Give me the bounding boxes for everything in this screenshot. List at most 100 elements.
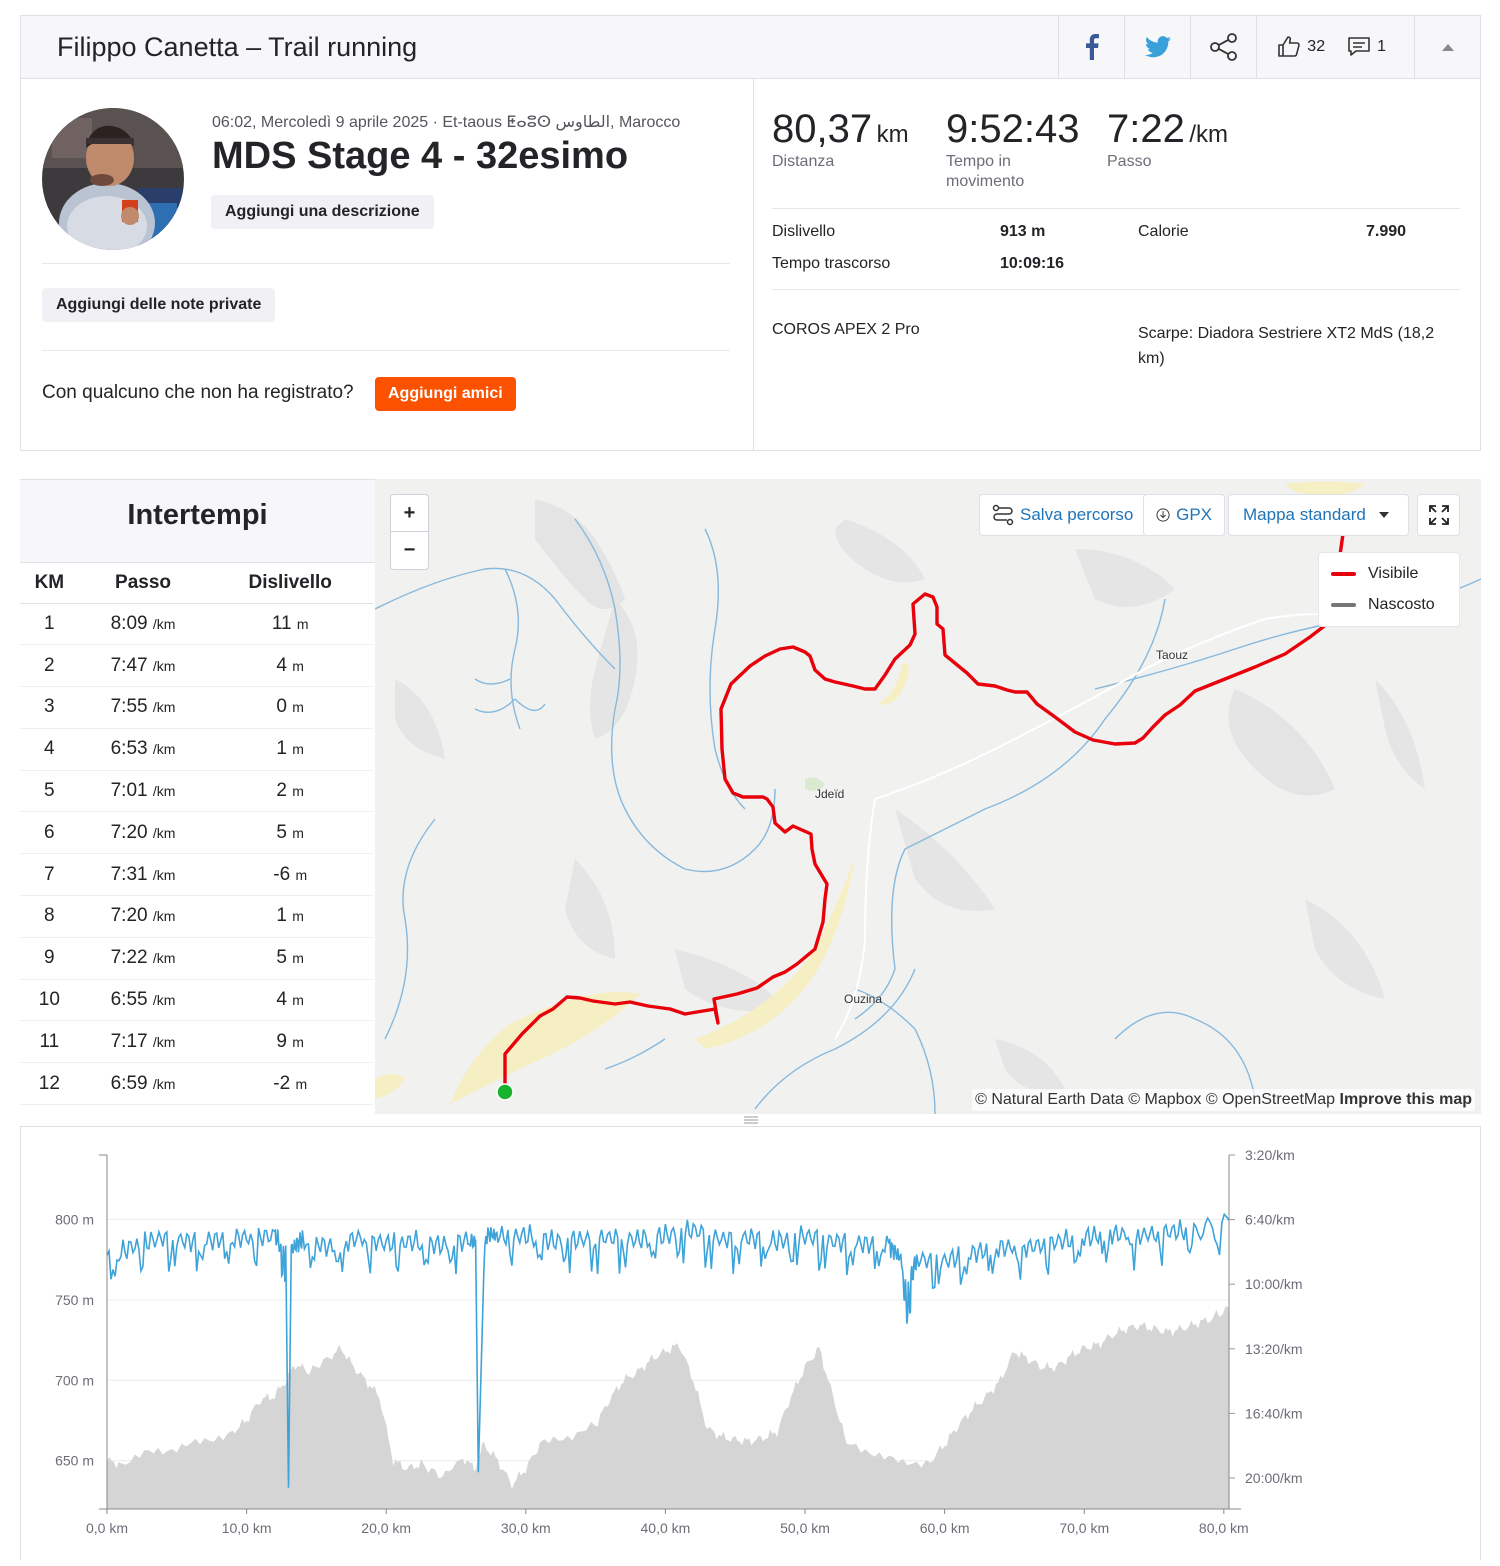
- device-name: COROS APEX 2 Pro: [772, 321, 920, 338]
- twitter-share-button[interactable]: [1124, 16, 1190, 78]
- add-friends-button[interactable]: Aggiungi amici: [375, 377, 516, 411]
- avatar[interactable]: [42, 108, 184, 250]
- table-row[interactable]: 1 8:09 /km 11 m: [20, 603, 373, 646]
- split-pace-value: 7:17: [110, 1030, 148, 1052]
- table-row[interactable]: 9 7:22 /km 5 m: [20, 937, 373, 980]
- table-row[interactable]: 6 7:20 /km 5 m: [20, 811, 373, 855]
- table-row[interactable]: 4 6:53 /km 1 m: [20, 728, 373, 771]
- map-canvas[interactable]: [375, 479, 1481, 1114]
- elevation-pace-chart[interactable]: 800 m 750 m 700 m 650 m 3:20/km 6:40/km 10:00/…: [20, 1126, 1481, 1560]
- legend-visible[interactable]: Visibile: [1331, 565, 1418, 583]
- moving-time-label: Tempo in movimento: [946, 153, 1025, 190]
- splits-table: KM Passo Dislivello 1 8:09 /km 11 m 2 7:47 /…: [20, 563, 373, 1106]
- split-pace-unit: /km: [152, 824, 176, 841]
- split-elevation: 5 m: [207, 811, 373, 855]
- collapse-button[interactable]: [1414, 16, 1480, 78]
- split-pace: 6:53 /km: [78, 728, 208, 771]
- divider: [42, 263, 730, 264]
- save-route-button[interactable]: Salva percorso: [979, 494, 1147, 536]
- split-km: 7: [20, 853, 79, 897]
- friends-question: Con qualcuno che non ha registrato?: [42, 382, 354, 403]
- divider: [772, 289, 1460, 290]
- split-km: 12: [20, 1062, 79, 1106]
- terrain-shading: [395, 499, 1425, 1092]
- activity-header: Filippo Canetta – Trail running 32 1: [20, 15, 1481, 79]
- split-pace-value: 7:20: [110, 821, 148, 843]
- activity-details: 06:02, Mercoledì 9 aprile 2025 · Et-taou…: [21, 79, 753, 450]
- zoom-out-button[interactable]: −: [403, 539, 416, 561]
- y-right-tick-label: 3:20/km: [1245, 1147, 1295, 1163]
- kudos-count: 32: [1307, 38, 1326, 55]
- split-elev-value: 0: [276, 696, 287, 718]
- split-elevation: 4 m: [207, 979, 373, 1022]
- legend-hidden[interactable]: Nascosto: [1331, 596, 1435, 614]
- profile-chart-svg[interactable]: 800 m 750 m 700 m 650 m 3:20/km 6:40/km 10:00/…: [21, 1127, 1480, 1561]
- y-right-tick-label: 16:40/km: [1245, 1405, 1303, 1421]
- comment-icon: [1348, 37, 1370, 56]
- improve-map-link[interactable]: Improve this map: [1339, 1091, 1472, 1108]
- split-elev-unit: m: [292, 1033, 304, 1050]
- fullscreen-button[interactable]: [1417, 494, 1460, 536]
- facebook-share-button[interactable]: [1058, 16, 1124, 78]
- stat-pace: 7:22 /km Passo: [1107, 107, 1228, 172]
- comments-count: 1: [1377, 38, 1386, 55]
- split-elevation: -6 m: [207, 853, 373, 897]
- route-line: [503, 532, 1345, 1092]
- split-km: 6: [20, 811, 79, 855]
- zoom-in-button[interactable]: +: [391, 495, 428, 532]
- pace-line: [106, 1212, 1230, 1488]
- start-marker: [496, 1083, 514, 1101]
- activity-title[interactable]: MDS Stage 4 - 32esimo: [212, 135, 629, 177]
- place-label: Taouz: [1156, 648, 1189, 662]
- splits-panel: Intertempi KM Passo Dislivello 1 8:09 /km…: [20, 479, 375, 1114]
- calories-value: 7.990: [1366, 223, 1407, 240]
- split-km: 11: [20, 1020, 79, 1064]
- fullscreen-icon: [1428, 505, 1449, 525]
- resize-handle[interactable]: [744, 1116, 758, 1124]
- split-elev-unit: m: [292, 950, 304, 967]
- route-map[interactable]: Taouz Jdeïd Ouzina + − Salva percorso GP…: [375, 479, 1481, 1114]
- activity-summary: 06:02, Mercoledì 9 aprile 2025 · Et-taou…: [20, 78, 1481, 451]
- legend-swatch: [1331, 572, 1356, 576]
- split-elev-value: 5: [276, 821, 287, 843]
- split-pace: 7:20 /km: [78, 895, 208, 938]
- split-km: 4: [20, 728, 79, 771]
- table-row[interactable]: 10 6:55 /km 4 m: [20, 979, 373, 1022]
- share-button[interactable]: [1190, 16, 1256, 78]
- comments-button[interactable]: 1: [1347, 36, 1386, 58]
- shoes-info[interactable]: Scarpe: Diadora Sestriere XT2 MdS (18,2 …: [1138, 325, 1435, 367]
- split-pace-unit: /km: [152, 1075, 176, 1092]
- moving-time-value: 9:52:43: [946, 107, 1080, 151]
- table-row[interactable]: 7 7:31 /km -6 m: [20, 853, 373, 897]
- chevron-up-icon: [1441, 44, 1454, 51]
- split-elev-value: 1: [276, 905, 287, 927]
- col-pace: Passo: [78, 563, 208, 604]
- pace-unit: /km: [1189, 121, 1228, 148]
- split-pace-unit: /km: [152, 866, 176, 883]
- add-description-button[interactable]: Aggiungi una descrizione: [211, 195, 434, 229]
- split-pace-unit: /km: [152, 1033, 176, 1050]
- add-private-notes-button[interactable]: Aggiungi delle note private: [42, 288, 276, 322]
- split-elev-value: 4: [276, 989, 287, 1011]
- table-row[interactable]: 11 7:17 /km 9 m: [20, 1020, 373, 1064]
- y-left-tick-label: 750 m: [55, 1292, 94, 1308]
- gpx-download-button[interactable]: GPX: [1143, 494, 1225, 536]
- y-right-tick-label: 10:00/km: [1245, 1276, 1303, 1292]
- x-tick-label: 70,0 km: [1059, 1520, 1109, 1536]
- split-elevation: 11 m: [207, 603, 373, 646]
- col-km: KM: [20, 563, 79, 604]
- split-elev-unit: m: [292, 824, 304, 841]
- split-km: 5: [20, 770, 79, 813]
- table-row[interactable]: 2 7:47 /km 4 m: [20, 644, 373, 688]
- kudos-button[interactable]: 32: [1277, 35, 1325, 59]
- table-row[interactable]: 8 7:20 /km 1 m: [20, 895, 373, 938]
- place-label: Ouzina: [844, 992, 883, 1006]
- split-pace: 7:20 /km: [78, 811, 208, 855]
- table-row[interactable]: 5 7:01 /km 2 m: [20, 770, 373, 813]
- split-pace-unit: /km: [152, 741, 176, 758]
- map-style-dropdown[interactable]: Mappa standard: [1228, 494, 1409, 536]
- table-row[interactable]: 12 6:59 /km -2 m: [20, 1062, 373, 1106]
- split-pace-unit: /km: [152, 908, 176, 925]
- place-label: Jdeïd: [815, 787, 845, 801]
- table-row[interactable]: 3 7:55 /km 0 m: [20, 686, 373, 729]
